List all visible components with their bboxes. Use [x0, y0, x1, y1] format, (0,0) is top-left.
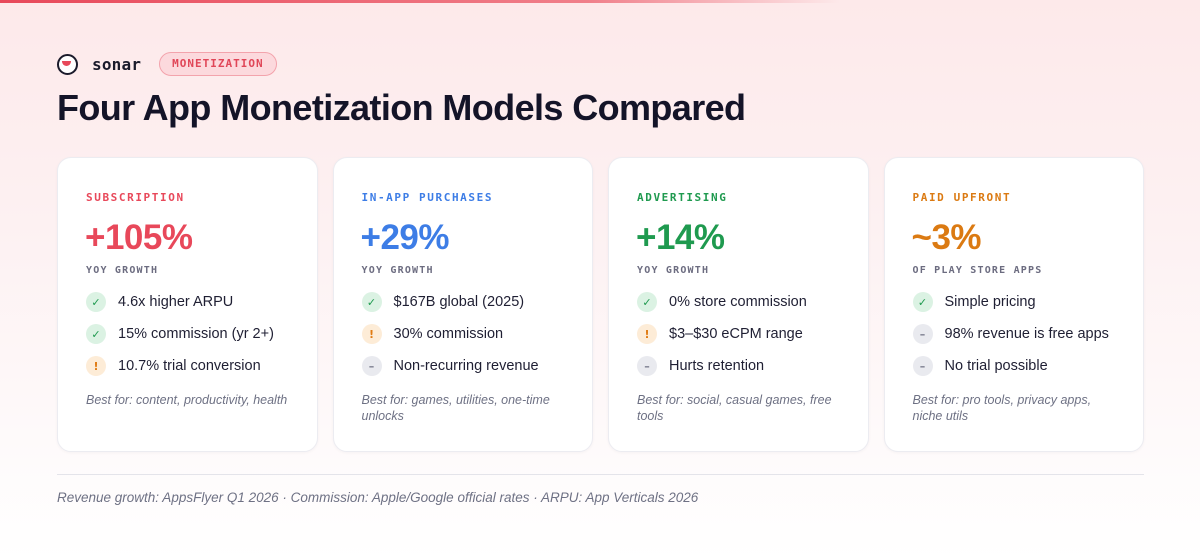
point-text: 4.6x higher ARPU [118, 294, 234, 310]
minus-icon: – [912, 356, 933, 376]
card-points: ✓ $167B global (2025) ! 30% commission –… [361, 290, 539, 386]
check-icon: ✓ [637, 292, 657, 312]
card-sublabel: YOY GROWTH [361, 265, 434, 276]
card-sublabel: OF PLAY STORE APPS [912, 265, 1043, 276]
minus-icon: – [912, 324, 933, 344]
card-in-app-purchases: IN-APP PURCHASES +29% YOY GROWTH ✓ $167B… [332, 157, 593, 452]
card-sublabel: YOY GROWTH [637, 265, 710, 276]
card-value: +105% [85, 218, 193, 257]
card-label: SUBSCRIPTION [86, 191, 185, 204]
check-icon: ✓ [912, 292, 933, 312]
page-title: Four App Monetization Models Compared [57, 87, 746, 128]
card-value: ~3% [911, 218, 982, 257]
point-text: Simple pricing [944, 294, 1036, 310]
list-item: ✓ Simple pricing [912, 290, 1109, 314]
point-text: No trial possible [944, 358, 1048, 374]
brand-name: sonar [92, 54, 142, 74]
check-icon: ✓ [361, 292, 382, 312]
point-text: 0% store commission [669, 294, 807, 310]
card-value: +14% [636, 218, 725, 257]
warning-icon: ! [361, 324, 382, 344]
warning-icon: ! [637, 324, 657, 344]
card-sublabel: YOY GROWTH [86, 265, 159, 276]
best-for-note: Best for: pro tools, privacy apps, niche… [912, 393, 1092, 423]
point-text: Non-recurring revenue [393, 358, 539, 374]
footer-divider [57, 474, 1144, 475]
card-label: PAID UPFRONT [912, 191, 1012, 204]
minus-icon: – [637, 356, 657, 376]
card-paid-upfront: PAID UPFRONT ~3% OF PLAY STORE APPS ✓ Si… [883, 157, 1144, 452]
best-for-note: Best for: social, casual games, free too… [637, 393, 832, 423]
card-points: ✓ 0% store commission ! $3–$30 eCPM rang… [637, 290, 807, 386]
card-points: ✓ 4.6x higher ARPU ✓ 15% commission (yr … [86, 290, 274, 386]
card-advertising: ADVERTISING +14% YOY GROWTH ✓ 0% store c… [608, 157, 869, 452]
list-item: ✓ 0% store commission [637, 290, 807, 314]
card-value: +29% [360, 218, 450, 257]
list-item: – 98% revenue is free apps [912, 322, 1109, 346]
list-item: – Hurts retention [637, 354, 807, 378]
point-text: 30% commission [393, 326, 504, 342]
best-for-note: Best for: games, utilities, one-time unl… [361, 393, 550, 423]
check-icon: ✓ [86, 324, 106, 344]
list-item: ✓ 4.6x higher ARPU [86, 290, 274, 314]
model-cards: SUBSCRIPTION +105% YOY GROWTH ✓ 4.6x hig… [57, 157, 1144, 452]
best-for-note: Best for: content, productivity, health [86, 393, 288, 407]
point-text: 98% revenue is free apps [944, 326, 1109, 342]
point-text: $3–$30 eCPM range [669, 326, 803, 342]
card-label: ADVERTISING [637, 191, 728, 204]
list-item: ✓ 15% commission (yr 2+) [86, 322, 274, 346]
top-accent-bar [0, 0, 840, 3]
point-text: $167B global (2025) [393, 294, 525, 310]
list-item: ✓ $167B global (2025) [361, 290, 539, 314]
point-text: 10.7% trial conversion [118, 358, 261, 374]
category-tag: MONETIZATION [159, 52, 277, 76]
source-footnote: Revenue growth: AppsFlyer Q1 2026 · Comm… [57, 490, 699, 505]
card-subscription: SUBSCRIPTION +105% YOY GROWTH ✓ 4.6x hig… [57, 157, 318, 452]
point-text: 15% commission (yr 2+) [118, 326, 274, 342]
list-item: – Non-recurring revenue [361, 354, 539, 378]
list-item: ! 10.7% trial conversion [86, 354, 274, 378]
point-text: Hurts retention [669, 358, 765, 374]
minus-icon: – [361, 356, 382, 376]
card-points: ✓ Simple pricing – 98% revenue is free a… [912, 290, 1109, 386]
list-item: ! $3–$30 eCPM range [637, 322, 807, 346]
sonar-logo-icon [57, 53, 78, 75]
warning-icon: ! [86, 356, 106, 376]
brand-header: sonar MONETIZATION [57, 52, 277, 76]
card-label: IN-APP PURCHASES [361, 191, 494, 204]
check-icon: ✓ [86, 292, 106, 312]
list-item: ! 30% commission [361, 322, 539, 346]
list-item: – No trial possible [912, 354, 1109, 378]
